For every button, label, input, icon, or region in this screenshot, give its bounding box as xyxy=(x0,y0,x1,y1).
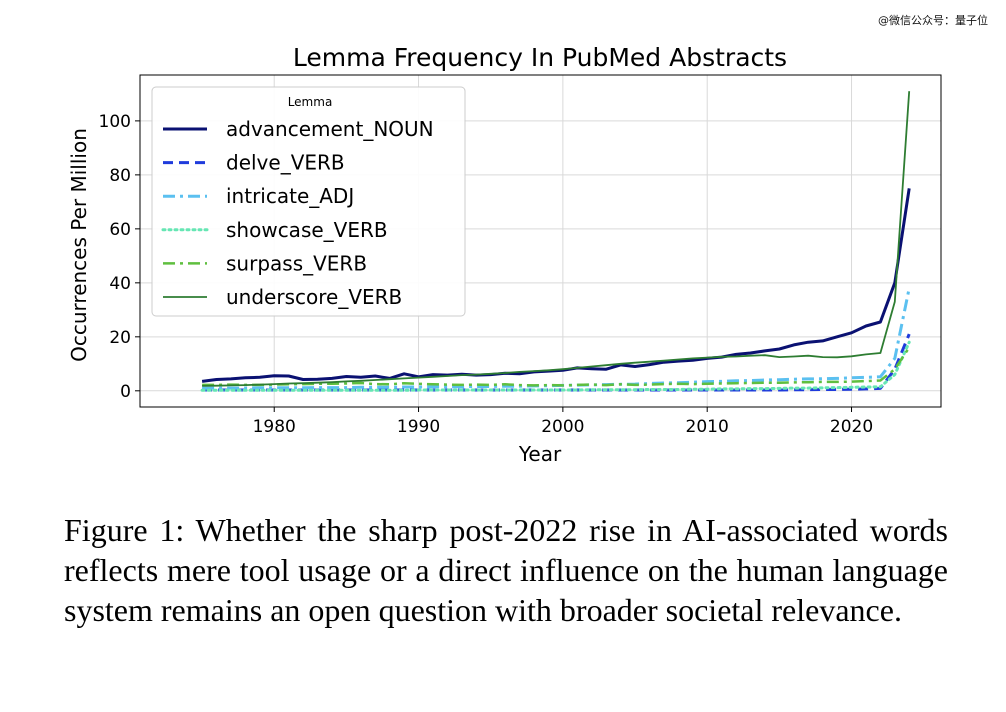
x-tick-label: 1980 xyxy=(253,417,296,437)
y-tick-label: 80 xyxy=(109,166,131,186)
legend: Lemma advancement_NOUN delve_VERB intricat… xyxy=(151,86,466,317)
watermark: @微信公众号：量子位 xyxy=(878,14,988,27)
y-tick-label: 60 xyxy=(109,220,131,240)
line-chart: Lemma Frequency In PubMed Abstracts 1980… xyxy=(67,43,942,466)
y-tick-label: 20 xyxy=(109,328,131,348)
legend-label: underscore_VERB xyxy=(226,285,402,309)
series-line-advancement-noun xyxy=(201,188,911,383)
legend-label: delve_VERB xyxy=(226,151,345,175)
y-tick-label: 100 xyxy=(99,112,131,132)
legend-label: showcase_VERB xyxy=(226,218,388,242)
legend-label: surpass_VERB xyxy=(226,251,367,275)
series-line-surpass-verb xyxy=(202,346,911,387)
y-axis-label: Occurrences Per Million xyxy=(67,128,91,362)
x-tick-label: 2000 xyxy=(541,417,584,437)
x-tick-label: 2020 xyxy=(830,417,873,437)
x-axis-label: Year xyxy=(518,442,562,466)
legend-box xyxy=(151,86,466,317)
y-tick-label: 0 xyxy=(120,382,131,402)
legend-entries: advancement_NOUN delve_VERB intricate_ADJs… xyxy=(161,117,434,309)
chart-title: Lemma Frequency In PubMed Abstracts xyxy=(293,43,787,72)
legend-title: Lemma xyxy=(288,95,333,109)
series-line-showcase-verb xyxy=(200,340,911,392)
y-tick-label: 40 xyxy=(109,274,131,294)
x-tick-label: 2010 xyxy=(686,417,729,437)
legend-label: advancement_NOUN xyxy=(226,117,434,141)
x-tick-label: 1990 xyxy=(397,417,440,437)
legend-label: intricate_ADJ xyxy=(226,184,354,208)
plot-frame xyxy=(139,74,942,408)
figure-caption: Figure 1: Whether the sharp post-2022 ri… xyxy=(64,512,948,628)
series-layer xyxy=(200,91,911,392)
axis-ticks: 1980 1990 2000 2010 2020 0 20 40 60 80 100 xyxy=(99,112,874,437)
series-line-underscore-verb xyxy=(202,91,911,387)
